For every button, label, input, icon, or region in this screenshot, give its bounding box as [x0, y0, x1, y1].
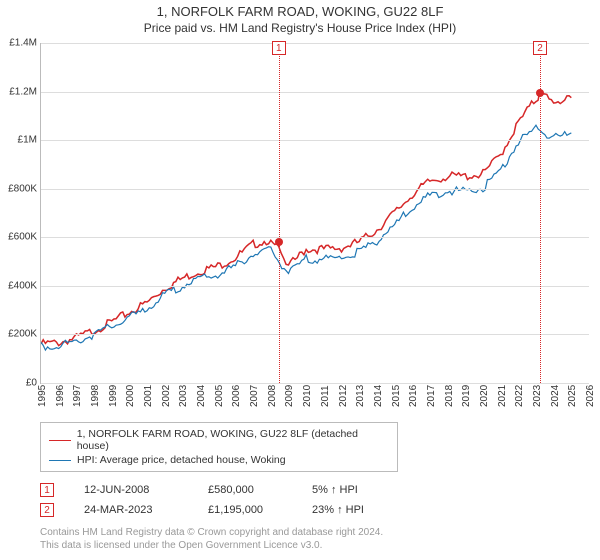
x-axis-label: 2000: [125, 385, 136, 407]
gridline: [41, 286, 589, 287]
chart-legend: 1, NORFOLK FARM ROAD, WOKING, GU22 8LF (…: [40, 422, 398, 472]
x-axis-label: 2026: [585, 385, 596, 407]
x-axis-label: 2009: [284, 385, 295, 407]
footer-line-2: This data is licensed under the Open Gov…: [40, 539, 600, 552]
annotation-pct: 5% ↑ HPI: [312, 484, 392, 496]
series-line-property: [41, 91, 571, 346]
x-axis-label: 2018: [444, 385, 455, 407]
footer-line-1: Contains HM Land Registry data © Crown c…: [40, 526, 600, 539]
x-axis-label: 2016: [408, 385, 419, 407]
chart-plot-area: £0£200K£400K£600K£800K£1M£1.2M£1.4M19951…: [40, 43, 589, 384]
marker-dot-2: [536, 89, 544, 97]
x-axis-label: 2007: [249, 385, 260, 407]
x-axis-label: 2013: [355, 385, 366, 407]
marker-line-1: [279, 43, 280, 383]
x-axis-label: 2022: [514, 385, 525, 407]
legend-swatch-property: [49, 440, 71, 441]
x-axis-label: 2023: [532, 385, 543, 407]
footer-attribution: Contains HM Land Registry data © Crown c…: [40, 526, 600, 552]
marker-dot-1: [275, 238, 283, 246]
x-axis-label: 2008: [267, 385, 278, 407]
x-axis-label: 2019: [461, 385, 472, 407]
annotation-row: 2 24-MAR-2023 £1,195,000 23% ↑ HPI: [40, 500, 600, 520]
x-axis-label: 2024: [550, 385, 561, 407]
marker-box-1: 1: [272, 41, 286, 55]
legend-item: HPI: Average price, detached house, Woki…: [49, 453, 389, 467]
y-axis-label: £200K: [8, 329, 41, 340]
annotation-pct: 23% ↑ HPI: [312, 504, 392, 516]
x-axis-label: 1998: [90, 385, 101, 407]
gridline: [41, 189, 589, 190]
x-axis-label: 2017: [426, 385, 437, 407]
gridline: [41, 140, 589, 141]
y-axis-label: £1.4M: [9, 38, 41, 49]
gridline: [41, 43, 589, 44]
chart-title-block: 1, NORFOLK FARM ROAD, WOKING, GU22 8LF P…: [0, 0, 600, 35]
annotation-price: £580,000: [208, 484, 288, 496]
x-axis-label: 2020: [479, 385, 490, 407]
gridline: [41, 237, 589, 238]
x-axis-label: 2021: [497, 385, 508, 407]
marker-box-2: 2: [533, 41, 547, 55]
x-axis-label: 2011: [320, 385, 331, 407]
x-axis-label: 2025: [567, 385, 578, 407]
y-axis-label: £600K: [8, 232, 41, 243]
y-axis-label: £400K: [8, 280, 41, 291]
x-axis-label: 2002: [161, 385, 172, 407]
legend-label: HPI: Average price, detached house, Woki…: [77, 454, 286, 466]
annotation-date: 24-MAR-2023: [84, 504, 184, 516]
gridline: [41, 334, 589, 335]
x-axis-label: 2010: [302, 385, 313, 407]
y-axis-label: £1M: [18, 135, 41, 146]
y-axis-label: £1.2M: [9, 86, 41, 97]
legend-item: 1, NORFOLK FARM ROAD, WOKING, GU22 8LF (…: [49, 427, 389, 453]
annotation-marker-2: 2: [40, 503, 54, 517]
annotation-date: 12-JUN-2008: [84, 484, 184, 496]
x-axis-label: 1997: [72, 385, 83, 407]
chart-lines-svg: [41, 43, 589, 383]
y-axis-label: £800K: [8, 183, 41, 194]
chart-title: 1, NORFOLK FARM ROAD, WOKING, GU22 8LF: [0, 4, 600, 19]
x-axis-label: 1999: [108, 385, 119, 407]
annotation-price: £1,195,000: [208, 504, 288, 516]
x-axis-label: 2006: [231, 385, 242, 407]
chart-subtitle: Price paid vs. HM Land Registry's House …: [0, 21, 600, 35]
gridline: [41, 92, 589, 93]
x-axis-label: 2005: [214, 385, 225, 407]
legend-label: 1, NORFOLK FARM ROAD, WOKING, GU22 8LF (…: [77, 428, 389, 452]
x-axis-label: 2015: [391, 385, 402, 407]
x-axis-label: 2003: [178, 385, 189, 407]
legend-swatch-hpi: [49, 460, 71, 461]
x-axis-label: 2012: [338, 385, 349, 407]
x-axis-label: 1995: [37, 385, 48, 407]
annotations-block: 1 12-JUN-2008 £580,000 5% ↑ HPI 2 24-MAR…: [40, 480, 600, 520]
x-axis-label: 1996: [55, 385, 66, 407]
annotation-row: 1 12-JUN-2008 £580,000 5% ↑ HPI: [40, 480, 600, 500]
annotation-marker-1: 1: [40, 483, 54, 497]
x-axis-label: 2004: [196, 385, 207, 407]
x-axis-label: 2001: [143, 385, 154, 407]
x-axis-label: 2014: [373, 385, 384, 407]
